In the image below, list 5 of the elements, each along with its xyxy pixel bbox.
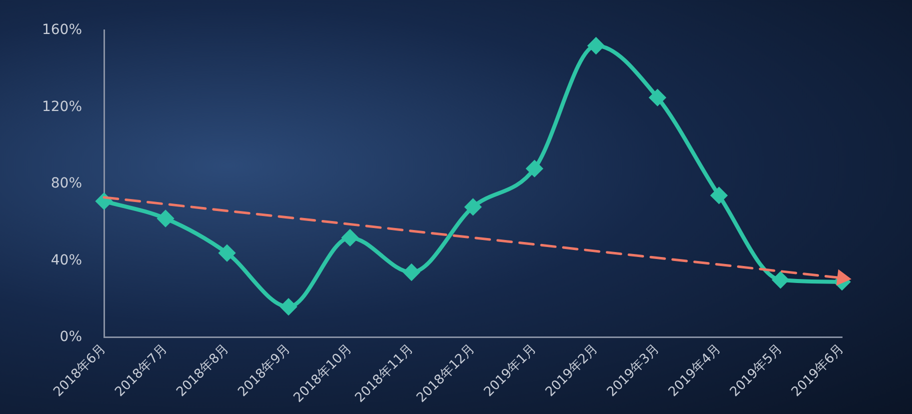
y-tick-label: 40% bbox=[50, 252, 82, 268]
y-tick-label: 0% bbox=[60, 329, 82, 346]
y-tick-label: 120% bbox=[42, 98, 82, 115]
y-tick-label: 80% bbox=[50, 176, 82, 192]
y-tick-label: 160% bbox=[42, 22, 82, 38]
